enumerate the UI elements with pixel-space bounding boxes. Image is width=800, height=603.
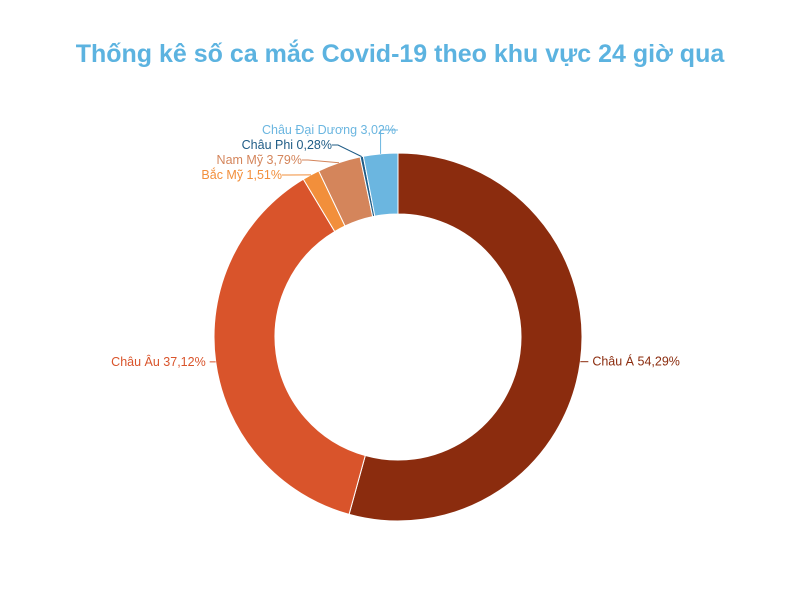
label-chau-dai-duong: Châu Đại Dương 3,02% bbox=[262, 123, 396, 137]
chart-title: Thống kê số ca mắc Covid-19 theo khu vực… bbox=[75, 40, 725, 68]
slice-chau-a bbox=[348, 152, 583, 522]
label-chau-phi: Châu Phi 0,28% bbox=[242, 138, 332, 152]
leader-line-chau-dai-duong bbox=[380, 129, 398, 154]
slice-chau-au bbox=[213, 178, 366, 515]
label-chau-a: Châu Á 54,29% bbox=[592, 354, 680, 369]
label-chau-au: Châu Âu 37,12% bbox=[111, 354, 206, 369]
label-nam-my: Nam Mỹ 3,79% bbox=[217, 153, 302, 167]
slice-chau-dai-duong bbox=[362, 152, 399, 217]
leader-line-nam-my bbox=[302, 159, 340, 164]
leader-line-chau-phi bbox=[332, 144, 362, 158]
label-bac-my: Bắc Mỹ 1,51% bbox=[201, 167, 282, 182]
